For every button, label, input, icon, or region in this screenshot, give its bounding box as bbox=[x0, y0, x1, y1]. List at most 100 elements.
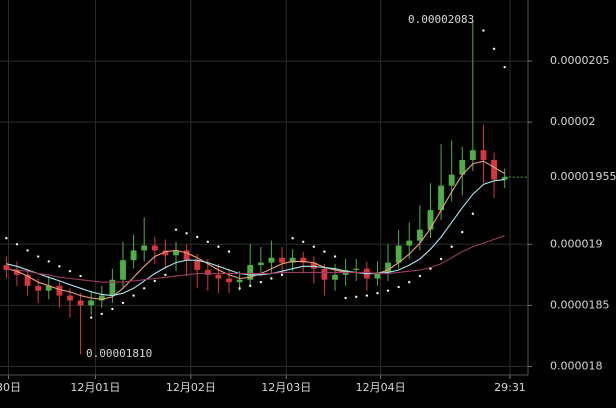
price-label: 0.00001955 bbox=[550, 170, 616, 183]
candle-body bbox=[24, 274, 31, 286]
candle-body bbox=[3, 265, 10, 270]
y-tick-label: 0.000018 bbox=[550, 359, 603, 372]
candle-body bbox=[183, 250, 190, 261]
candle-body bbox=[459, 160, 466, 175]
y-tick-label: 0.00002 bbox=[550, 115, 596, 128]
sar-dot bbox=[89, 316, 93, 319]
sar-dot bbox=[323, 250, 326, 253]
sar-dot bbox=[471, 212, 475, 215]
sar-dot bbox=[492, 47, 496, 51]
sar-dot bbox=[270, 277, 273, 280]
sar-dot bbox=[5, 236, 8, 240]
candle-body bbox=[395, 245, 402, 263]
sar-dot bbox=[68, 269, 72, 273]
candle-body bbox=[332, 274, 338, 280]
moving-average-line bbox=[6, 235, 505, 283]
candle-body bbox=[310, 262, 317, 269]
candle-body bbox=[226, 278, 232, 283]
sar-dot bbox=[450, 245, 453, 248]
sar-dot bbox=[386, 289, 390, 292]
candle-body bbox=[120, 260, 126, 280]
candle-body bbox=[469, 150, 476, 161]
sar-dot bbox=[111, 307, 114, 311]
candle-body bbox=[268, 257, 275, 263]
x-tick-label: 12月01日 bbox=[70, 381, 120, 394]
candle-body bbox=[480, 150, 487, 161]
moving-average-line bbox=[6, 160, 505, 300]
sar-dot bbox=[418, 274, 422, 278]
sar-dot bbox=[376, 291, 379, 295]
candle-body bbox=[289, 257, 296, 263]
sar-dot bbox=[302, 240, 305, 244]
candle-body bbox=[215, 274, 222, 279]
candle-body bbox=[247, 265, 254, 280]
sar-dot bbox=[26, 249, 29, 252]
sar-dot bbox=[164, 273, 167, 277]
x-tick-label: 30日 bbox=[0, 381, 21, 394]
grid bbox=[0, 0, 528, 375]
sar-dot bbox=[227, 250, 231, 253]
sar-dot bbox=[312, 245, 316, 248]
sar-dot bbox=[429, 267, 432, 270]
candle-body bbox=[194, 260, 201, 270]
candle-body bbox=[98, 295, 105, 301]
candle-body bbox=[56, 285, 63, 296]
candle-body bbox=[109, 279, 116, 296]
x-tick-label: 12月03日 bbox=[261, 381, 311, 394]
plot-area bbox=[3, 20, 528, 355]
candle-body bbox=[448, 174, 455, 186]
x-tick-label: 12月04日 bbox=[356, 381, 406, 394]
sar-dot bbox=[259, 280, 263, 284]
candle-body bbox=[14, 269, 20, 275]
sar-dot bbox=[174, 228, 178, 231]
candle-body bbox=[416, 229, 423, 241]
candle-body bbox=[279, 257, 285, 263]
sar-dot bbox=[100, 312, 103, 316]
sar-dot bbox=[291, 236, 294, 240]
sar-dot bbox=[153, 279, 156, 283]
sar-dot bbox=[36, 255, 40, 258]
candle-body bbox=[236, 279, 243, 283]
candle-body bbox=[141, 245, 148, 251]
sar-dot bbox=[461, 230, 464, 234]
sar-dot bbox=[238, 287, 241, 290]
sar-dot bbox=[397, 285, 400, 289]
x-tick-label: 12月02日 bbox=[166, 381, 216, 394]
candle-body bbox=[385, 262, 391, 273]
sar-dot bbox=[142, 287, 146, 290]
candle-body bbox=[151, 245, 158, 251]
sar-dot bbox=[15, 243, 19, 246]
sar-dot bbox=[408, 280, 411, 284]
candle-body bbox=[88, 300, 95, 306]
candle-body bbox=[406, 240, 413, 246]
sar-dot bbox=[79, 274, 82, 278]
candle-body bbox=[204, 269, 211, 275]
y-tick-label: 0.000019 bbox=[550, 237, 603, 250]
sar-dot bbox=[503, 65, 506, 69]
candle-body bbox=[162, 250, 169, 256]
low-annotation: 0.00001810 bbox=[86, 347, 152, 360]
candle-body bbox=[173, 250, 179, 256]
candle-body bbox=[491, 160, 497, 180]
candle-body bbox=[35, 285, 42, 291]
high-annotation: 0.00002083 bbox=[408, 13, 474, 26]
sar-dot bbox=[482, 29, 485, 32]
sar-dot bbox=[217, 245, 220, 248]
candle-body bbox=[374, 272, 381, 279]
axis: 0.0000205 0.00002 0.000019 0.0000185 0.00001… bbox=[0, 54, 616, 394]
candle-body bbox=[130, 250, 137, 261]
sar-dot bbox=[132, 294, 135, 297]
candle-body bbox=[501, 177, 508, 180]
sar-dot bbox=[365, 294, 369, 297]
sar-dot bbox=[280, 273, 284, 277]
sar-dot bbox=[206, 240, 210, 244]
candle-body bbox=[353, 268, 360, 270]
sar-dot bbox=[47, 260, 50, 263]
sar-dot bbox=[344, 296, 347, 300]
candle-body bbox=[67, 295, 73, 301]
candle-body bbox=[300, 257, 307, 263]
y-tick-label: 0.0000205 bbox=[550, 54, 610, 67]
price-label-bg bbox=[531, 169, 615, 186]
